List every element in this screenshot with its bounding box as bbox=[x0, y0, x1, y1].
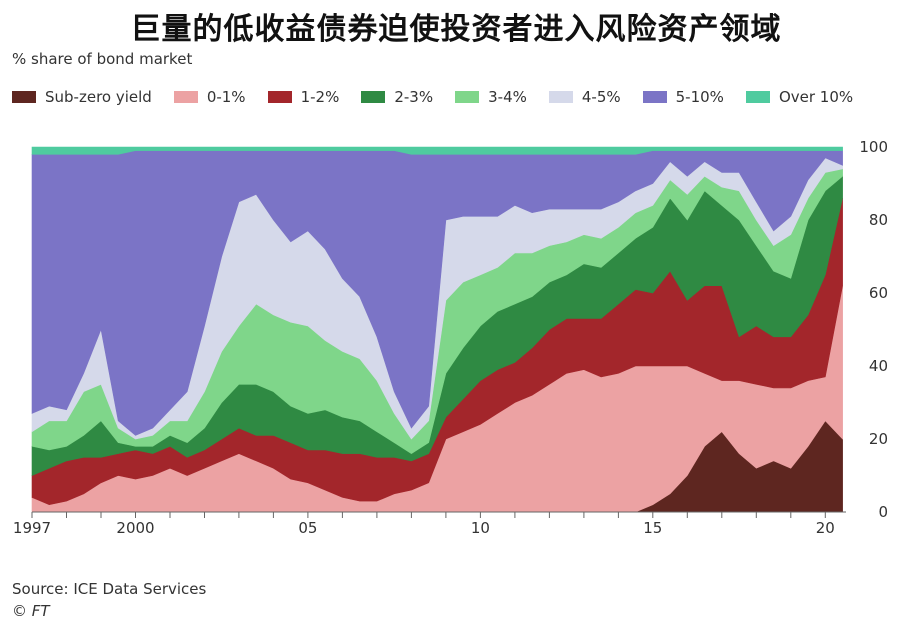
x-tick-label: 15 bbox=[643, 519, 662, 537]
legend-item-3-4: 3-4% bbox=[455, 88, 527, 106]
legend-swatch bbox=[745, 91, 770, 103]
legend-item-0-1: 0-1% bbox=[173, 88, 246, 106]
x-tick-label: 20 bbox=[816, 519, 835, 537]
x-tick-label: 10 bbox=[471, 519, 490, 537]
legend-item-1-2: 1-2% bbox=[267, 88, 340, 106]
legend-swatch bbox=[12, 91, 36, 103]
x-tick-label: 1997 bbox=[13, 519, 51, 537]
legend-swatch bbox=[361, 91, 386, 103]
legend-item-sub-zero: Sub-zero yield bbox=[12, 88, 152, 106]
legend-item-2-3: 2-3% bbox=[361, 88, 433, 106]
legend-label: 0-1% bbox=[206, 88, 246, 106]
legend-swatch bbox=[267, 91, 292, 103]
legend-label: 4-5% bbox=[581, 88, 621, 106]
y-tick-label: 0 bbox=[878, 503, 888, 521]
legend-label: 1-2% bbox=[300, 88, 340, 106]
y-tick-label: 40 bbox=[869, 357, 888, 375]
legend-swatch bbox=[455, 91, 480, 103]
legend-swatch bbox=[173, 91, 198, 103]
credit-note: © FT bbox=[12, 602, 50, 620]
legend-label: Over 10% bbox=[778, 88, 854, 106]
legend-label: 3-4% bbox=[488, 88, 527, 106]
chart-legend: Sub-zero yield 0-1% 1-2% 2-3% 3-4% 4-5% … bbox=[12, 88, 853, 106]
x-tick-label: 2000 bbox=[116, 519, 154, 537]
source-note: Source: ICE Data Services bbox=[12, 580, 207, 598]
y-tick-label: 80 bbox=[869, 211, 888, 229]
legend-label: Sub-zero yield bbox=[45, 88, 152, 106]
legend-item-5-10: 5-10% bbox=[642, 88, 724, 106]
legend-label: 5-10% bbox=[675, 88, 724, 106]
chart-title: 巨量的低收益债券迫使投资者进入风险资产领域 bbox=[130, 12, 782, 47]
legend-label: 2-3% bbox=[394, 88, 434, 106]
area-series-over-10 bbox=[31, 146, 843, 155]
y-tick-label: 20 bbox=[869, 430, 888, 448]
legend-item-4-5: 4-5% bbox=[548, 88, 621, 106]
y-tick-label: 100 bbox=[859, 138, 888, 156]
legend-swatch bbox=[548, 91, 573, 103]
legend-swatch bbox=[642, 91, 667, 103]
x-tick-label: 05 bbox=[298, 519, 317, 537]
chart-subtitle: % share of bond market bbox=[12, 50, 193, 68]
legend-item-over-10: Over 10% bbox=[745, 88, 854, 106]
y-tick-label: 60 bbox=[869, 284, 888, 302]
